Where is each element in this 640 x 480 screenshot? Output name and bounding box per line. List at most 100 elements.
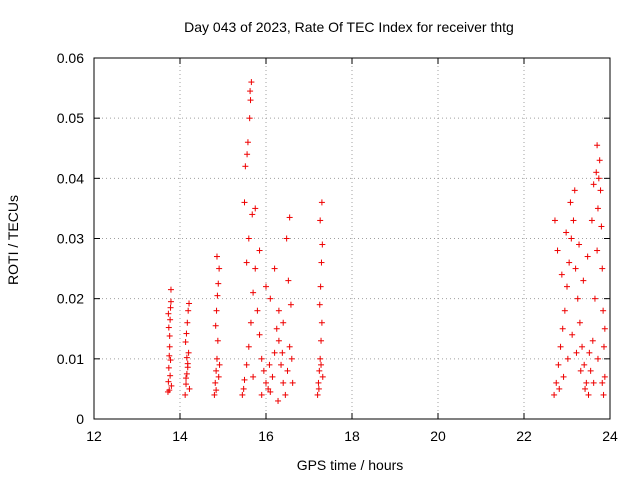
data-point xyxy=(558,271,565,278)
data-point xyxy=(572,265,579,272)
data-point xyxy=(601,373,608,380)
y-tick-label: 0 xyxy=(76,411,84,427)
data-point xyxy=(263,283,269,290)
data-point xyxy=(266,361,273,368)
data-point xyxy=(591,295,598,302)
data-point xyxy=(183,375,190,382)
data-point xyxy=(213,307,220,314)
y-tick-label: 0.04 xyxy=(57,170,84,186)
data-point xyxy=(241,376,248,383)
x-tick-labels: 12 14 16 18 20 22 24 xyxy=(86,428,618,444)
data-point xyxy=(314,391,321,398)
data-point xyxy=(246,115,253,122)
data-point xyxy=(576,241,583,248)
data-point xyxy=(581,361,588,368)
data-point xyxy=(168,382,175,389)
data-point xyxy=(167,286,174,293)
data-point xyxy=(288,355,295,362)
data-point xyxy=(165,310,172,317)
data-point xyxy=(286,214,293,221)
data-point xyxy=(244,151,251,158)
data-point xyxy=(247,319,254,326)
data-point xyxy=(317,217,324,224)
data-point xyxy=(576,319,583,326)
data-point xyxy=(166,343,173,350)
data-point xyxy=(167,304,174,311)
x-tick-label: 24 xyxy=(602,428,618,444)
data-point xyxy=(182,391,189,398)
data-point xyxy=(584,253,591,260)
data-point xyxy=(243,259,250,266)
data-point xyxy=(260,367,267,374)
data-point xyxy=(285,277,292,284)
data-point xyxy=(184,319,191,326)
data-point xyxy=(570,217,577,224)
data-point xyxy=(568,235,575,242)
data-point xyxy=(186,385,193,392)
data-point xyxy=(551,391,558,398)
data-point xyxy=(258,391,265,398)
data-point xyxy=(590,379,597,386)
data-point xyxy=(213,253,220,260)
data-point xyxy=(595,175,602,182)
data-point xyxy=(182,338,189,345)
x-tick-label: 12 xyxy=(86,428,102,444)
x-tick-label: 22 xyxy=(516,428,532,444)
data-point xyxy=(254,307,261,314)
data-point xyxy=(319,373,326,380)
data-points xyxy=(164,79,608,404)
data-point xyxy=(566,259,573,266)
data-point xyxy=(318,337,325,344)
grid-lines xyxy=(94,58,610,419)
data-point xyxy=(165,324,172,331)
data-point xyxy=(244,139,251,146)
x-tick-label: 20 xyxy=(430,428,446,444)
data-point xyxy=(186,300,193,307)
data-point xyxy=(564,355,571,362)
y-tick-labels: 0 0.01 0.02 0.03 0.04 0.05 0.06 xyxy=(57,50,84,427)
data-point xyxy=(318,319,325,326)
data-point xyxy=(282,391,289,398)
y-tick-label: 0.05 xyxy=(57,110,84,126)
data-point xyxy=(571,187,578,194)
data-point xyxy=(166,387,173,394)
data-point xyxy=(316,301,323,308)
data-point xyxy=(166,352,173,359)
data-point xyxy=(243,361,250,368)
data-point xyxy=(239,391,246,398)
data-point xyxy=(559,325,566,332)
data-point xyxy=(167,298,174,305)
data-point xyxy=(579,343,586,350)
data-point xyxy=(588,217,595,224)
data-point xyxy=(249,211,256,218)
data-point xyxy=(589,337,596,344)
data-point xyxy=(554,247,561,254)
data-point xyxy=(185,349,192,356)
data-point xyxy=(600,391,607,398)
data-point xyxy=(567,199,574,206)
data-point xyxy=(583,379,590,386)
data-point xyxy=(555,361,562,368)
data-point xyxy=(601,325,608,332)
data-point xyxy=(267,388,274,395)
data-point xyxy=(167,372,174,379)
data-point xyxy=(275,307,282,314)
data-point xyxy=(256,247,263,254)
data-point xyxy=(600,307,607,314)
data-point xyxy=(183,381,190,388)
data-point xyxy=(284,367,291,374)
data-point xyxy=(258,355,265,362)
data-point xyxy=(214,337,221,344)
data-point xyxy=(241,199,248,206)
data-point xyxy=(573,349,580,356)
data-point xyxy=(167,316,174,323)
data-point xyxy=(271,349,278,356)
data-point xyxy=(279,349,286,356)
data-point xyxy=(166,332,173,339)
data-point xyxy=(283,235,290,242)
x-tick-label: 18 xyxy=(344,428,360,444)
data-point xyxy=(247,97,254,104)
data-point xyxy=(248,79,255,86)
data-point xyxy=(317,355,324,362)
data-point xyxy=(265,385,272,392)
